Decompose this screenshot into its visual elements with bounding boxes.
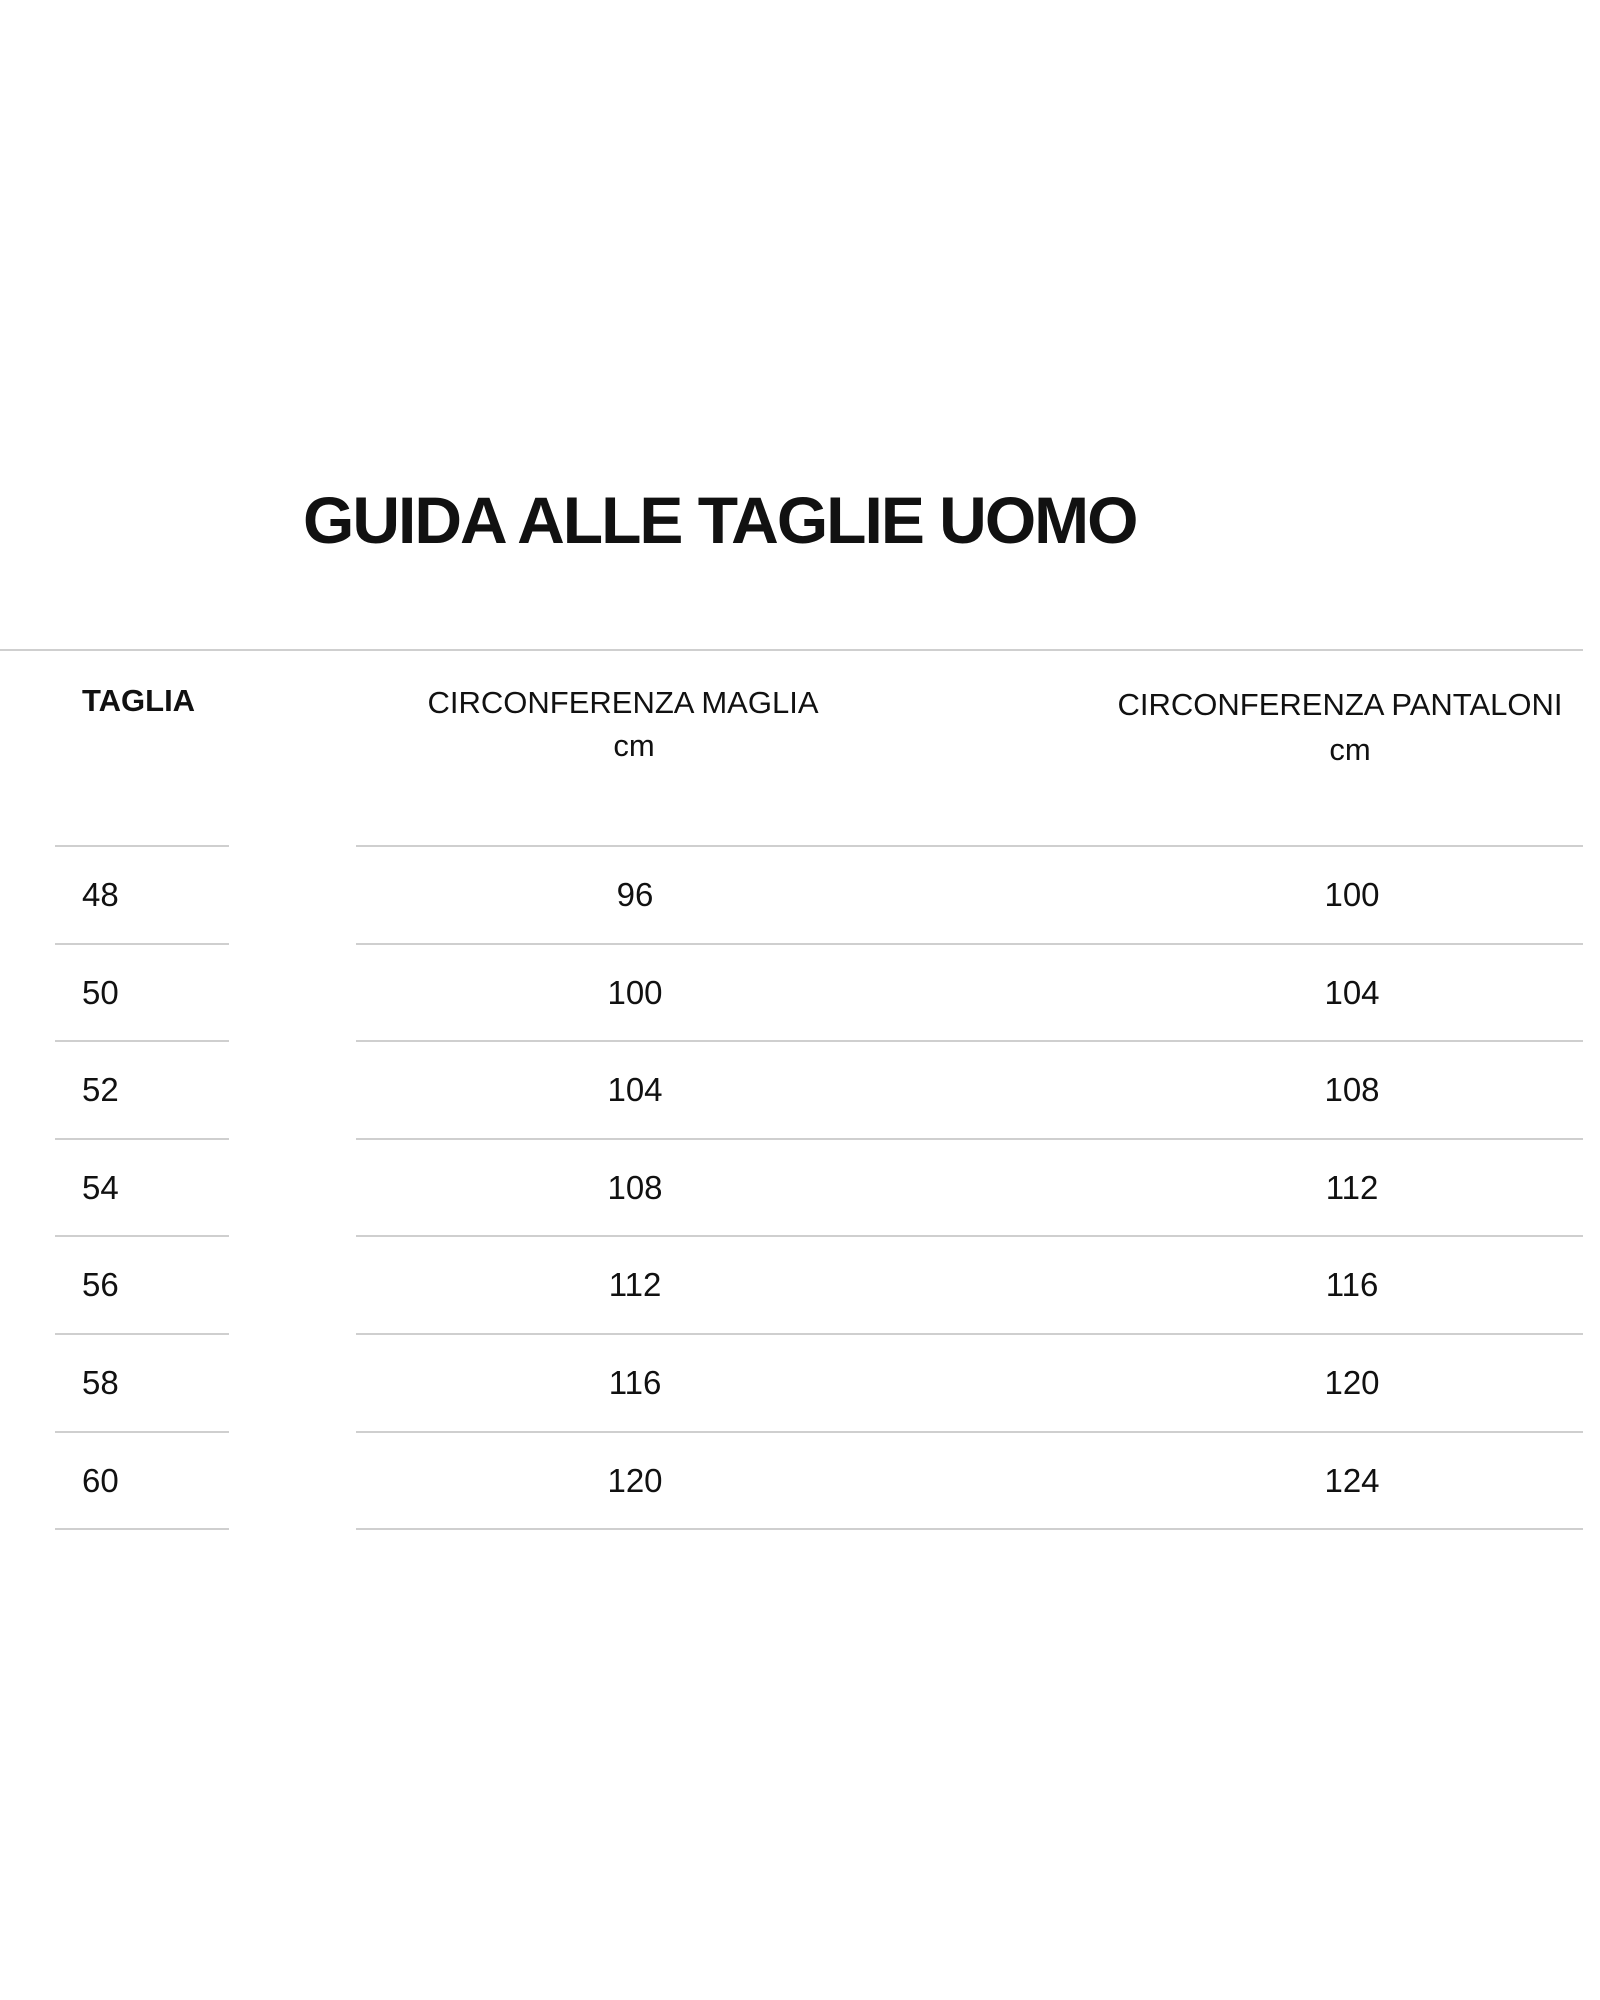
header-pantaloni-unit: cm [1329,732,1371,767]
cell-pantaloni: 120 [1324,1364,1380,1401]
cell-taglia: 52 [82,1071,119,1108]
row-divider [356,1235,1583,1237]
cell-taglia: 48 [82,876,119,913]
cell-maglia: 112 [608,1266,662,1303]
divider [0,649,1583,651]
cell-pantaloni: 108 [1324,1071,1380,1108]
header-maglia: CIRCONFERENZA MAGLIA [427,685,819,720]
row-divider [356,845,1583,847]
row-divider [55,1431,229,1433]
row-divider [356,1431,1583,1433]
cell-maglia: 108 [607,1169,663,1206]
cell-pantaloni: 104 [1324,974,1380,1011]
page-title: GUIDA ALLE TAGLIE UOMO [303,483,1138,557]
cell-taglia: 54 [82,1169,119,1206]
cell-maglia: 100 [607,974,663,1011]
cell-taglia: 58 [82,1364,119,1401]
header-maglia-unit: cm [613,728,655,763]
cell-pantaloni: 116 [1325,1266,1379,1303]
row-divider [55,1235,229,1237]
cell-taglia: 56 [82,1266,119,1303]
cell-maglia: 120 [607,1462,663,1499]
header-taglia: TAGLIA [82,683,196,718]
row-divider [55,1333,229,1335]
row-divider [55,845,229,847]
row-divider [356,1040,1583,1042]
row-divider [55,943,229,945]
row-divider [55,1528,229,1530]
cell-maglia: 116 [608,1364,662,1401]
row-divider [356,1138,1583,1140]
row-divider [55,1040,229,1042]
header-pantaloni: CIRCONFERENZA PANTALONI [1117,687,1563,722]
cell-pantaloni: 100 [1324,876,1380,913]
cell-taglia: 50 [82,974,119,1011]
row-divider [356,1333,1583,1335]
cell-pantaloni: 124 [1324,1462,1380,1499]
cell-maglia: 104 [607,1071,663,1108]
row-divider [356,943,1583,945]
cell-taglia: 60 [82,1462,119,1499]
cell-maglia: 96 [616,876,654,913]
cell-pantaloni: 112 [1325,1169,1379,1206]
row-divider [356,1528,1583,1530]
row-divider [55,1138,229,1140]
